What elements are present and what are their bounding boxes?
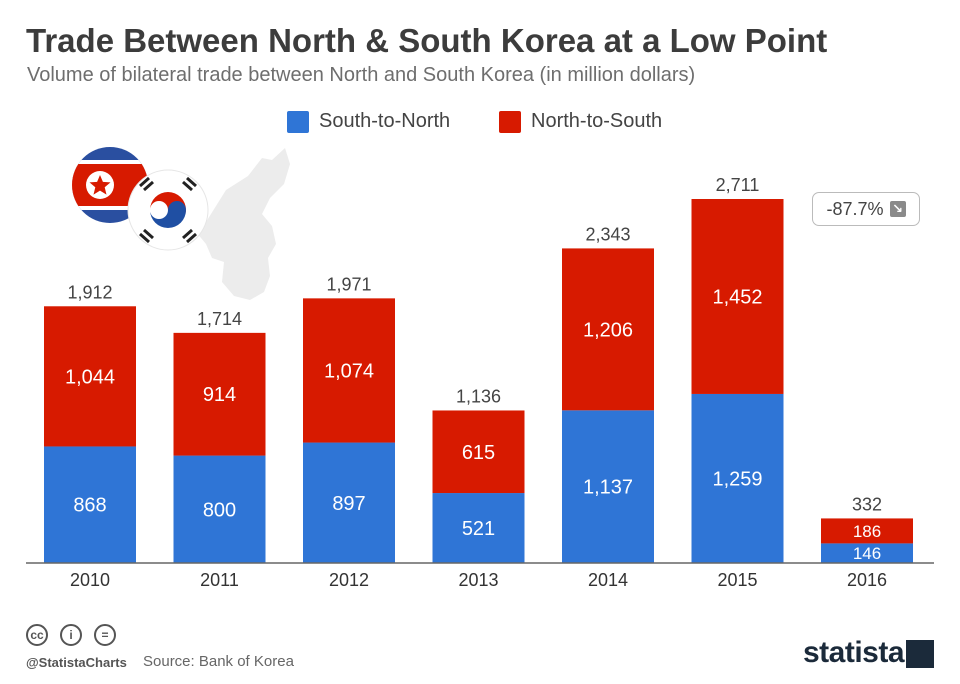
value-label-south-to-north-2010: 868 bbox=[73, 495, 106, 517]
arrow-down-right-icon: ↘ bbox=[889, 201, 906, 217]
legend-item-north-to-south: North-to-South bbox=[499, 110, 662, 133]
value-label-south-to-north-2015: 1,259 bbox=[712, 468, 762, 490]
chart-subtitle: Volume of bilateral trade between North … bbox=[27, 64, 696, 86]
total-label-2011: 1,714 bbox=[197, 309, 242, 329]
legend-label-south-to-north: South-to-North bbox=[319, 110, 451, 132]
bar-north-to-south-2014 bbox=[562, 248, 654, 411]
value-label-north-to-south-2014: 1,206 bbox=[583, 319, 633, 341]
south-korea-flag-icon bbox=[127, 169, 209, 251]
value-label-north-to-south-2015: 1,452 bbox=[712, 286, 762, 308]
attribution-icon: i bbox=[60, 624, 82, 646]
statista-brand: statista bbox=[803, 636, 905, 669]
x-tick-label-2014: 2014 bbox=[588, 570, 628, 590]
x-tick-label-2010: 2010 bbox=[70, 570, 110, 590]
bar-south-to-north-2015 bbox=[691, 393, 784, 563]
x-tick-label-2015: 2015 bbox=[717, 570, 757, 590]
total-label-2014: 2,343 bbox=[585, 224, 630, 244]
value-label-south-to-north-2014: 1,137 bbox=[583, 477, 633, 499]
value-label-north-to-south-2011: 914 bbox=[203, 384, 236, 406]
north-korea-flag-icon bbox=[72, 147, 148, 223]
legend-item-south-to-north: South-to-North bbox=[287, 110, 450, 133]
value-label-south-to-north-2012: 897 bbox=[332, 493, 365, 515]
bar-north-to-south-2016 bbox=[821, 518, 913, 544]
bar-north-to-south-2010 bbox=[44, 306, 136, 447]
legend-swatch-south-to-north bbox=[287, 110, 309, 133]
bar-south-to-north-2012 bbox=[303, 442, 395, 563]
bar-north-to-south-2013 bbox=[432, 410, 525, 494]
value-label-south-to-north-2016: 146 bbox=[853, 544, 881, 563]
bar-north-to-south-2015 bbox=[691, 199, 784, 394]
creative-commons-icon: cc bbox=[26, 624, 48, 646]
total-label-2016: 332 bbox=[852, 494, 882, 514]
value-label-north-to-south-2013: 615 bbox=[462, 442, 495, 464]
value-label-south-to-north-2013: 521 bbox=[462, 518, 495, 540]
bar-south-to-north-2014 bbox=[562, 410, 654, 563]
change-badge-value: -87.7% bbox=[826, 198, 884, 219]
x-tick-label-2016: 2016 bbox=[847, 570, 887, 590]
legend-swatch-north-to-south bbox=[499, 110, 521, 133]
total-label-2015: 2,711 bbox=[716, 175, 760, 195]
no-derivatives-icon: = bbox=[94, 624, 116, 646]
bar-south-to-north-2010 bbox=[44, 446, 136, 563]
value-label-south-to-north-2011: 800 bbox=[203, 499, 236, 521]
bar-north-to-south-2012 bbox=[303, 298, 395, 443]
x-tick-label-2012: 2012 bbox=[329, 570, 369, 590]
change-badge: -87.7% ↘ bbox=[812, 192, 920, 226]
legend-label-north-to-south: North-to-South bbox=[531, 110, 663, 132]
value-label-north-to-south-2010: 1,044 bbox=[65, 366, 115, 388]
value-label-north-to-south-2012: 1,074 bbox=[324, 360, 374, 382]
chart-title: Trade Between North & South Korea at a L… bbox=[26, 22, 828, 59]
footer-source: Source: Bank of Korea bbox=[143, 653, 294, 670]
x-tick-label-2011: 2011 bbox=[200, 570, 239, 590]
x-tick-label-2013: 2013 bbox=[458, 570, 498, 590]
bar-south-to-north-2013 bbox=[432, 493, 525, 563]
korean-peninsula-map-icon bbox=[196, 148, 290, 300]
total-label-2013: 1,136 bbox=[456, 386, 501, 406]
bar-south-to-north-2011 bbox=[173, 455, 266, 563]
statista-logo-icon bbox=[906, 640, 934, 668]
footer-handle: @StatistaCharts bbox=[26, 655, 127, 670]
bar-south-to-north-2016 bbox=[821, 543, 913, 563]
value-label-north-to-south-2016: 186 bbox=[853, 522, 881, 541]
total-label-2010: 1,912 bbox=[67, 282, 112, 302]
bar-north-to-south-2011 bbox=[173, 332, 266, 456]
total-label-2012: 1,971 bbox=[326, 274, 371, 294]
